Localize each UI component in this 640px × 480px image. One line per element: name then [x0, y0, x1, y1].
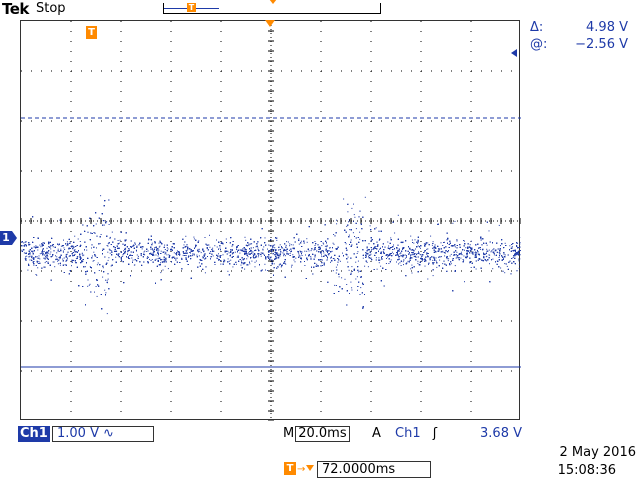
- cursor-delta-value: 4.98 V: [586, 20, 628, 35]
- channel-scale-value: 1.00 V: [57, 426, 99, 441]
- ac-coupling-icon: ∿: [102, 426, 114, 441]
- waveform-display[interactable]: [20, 20, 521, 421]
- record-trigger-icon: T: [187, 3, 196, 12]
- cursor-at-value: −2.56 V: [575, 37, 628, 52]
- brand-logo: Tek: [2, 0, 29, 18]
- trigger-level-marker-icon[interactable]: [511, 49, 517, 57]
- timebase-prefix: M: [283, 426, 295, 441]
- trigger-mode: A: [372, 426, 381, 441]
- position-arrow-icon: →: [297, 464, 306, 475]
- cursor-at-row: @: −2.56 V: [530, 37, 638, 54]
- horizontal-trigger-icon: T: [284, 462, 296, 475]
- record-length-indicator: T: [163, 0, 381, 14]
- time-text: 15:08:36: [557, 463, 616, 478]
- cursor-delta-label: Δ:: [530, 20, 544, 35]
- cursor-readout: Δ: 4.98 V @: −2.56 V: [530, 20, 638, 54]
- trigger-point-marker-icon: [265, 20, 275, 27]
- rising-edge-icon: ʃ: [432, 426, 438, 441]
- trigger-level-value: 3.68 V: [480, 426, 522, 441]
- cursor-delta-row: Δ: 4.98 V: [530, 20, 638, 37]
- date-time-display: 2 May 2016 15:08:36: [540, 444, 640, 480]
- timebase-value: 20.0ms: [295, 426, 350, 442]
- horizontal-position-value: 72.0000ms: [317, 461, 431, 478]
- trigger-position-icon[interactable]: T: [86, 26, 97, 39]
- channel-1-tag[interactable]: Ch1: [18, 426, 50, 442]
- record-center-marker-icon: [269, 0, 277, 4]
- trigger-readout[interactable]: A Ch1 ʃ 3.68 V: [372, 426, 522, 442]
- channel-scale-readout[interactable]: 1.00 V ∿: [52, 426, 154, 442]
- date-text: 2 May 2016: [559, 445, 637, 460]
- waveform-graticule: [21, 21, 521, 421]
- top-status-bar: Tek Stop T: [0, 0, 640, 18]
- trigger-source: Ch1: [395, 426, 421, 441]
- waveform-trace: [21, 195, 521, 315]
- acquisition-state: Stop: [36, 1, 66, 16]
- channel-1-marker-icon[interactable]: 1: [0, 231, 17, 245]
- timebase-readout[interactable]: M 20.0ms: [283, 426, 350, 442]
- cursor-at-label: @:: [530, 37, 548, 52]
- position-marker-icon: [306, 465, 314, 471]
- bottom-status-bar: Ch1 1.00 V ∿ M 20.0ms A Ch1 ʃ 3.68 V: [0, 424, 640, 444]
